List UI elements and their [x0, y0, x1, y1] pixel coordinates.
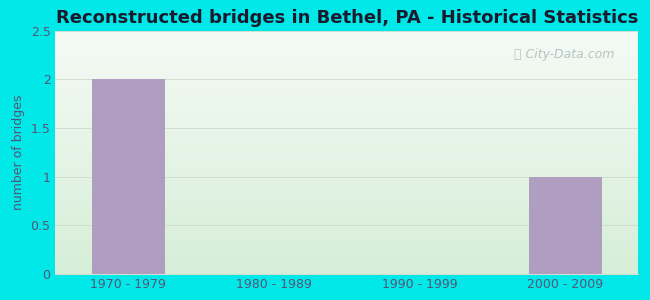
Y-axis label: number of bridges: number of bridges: [12, 94, 25, 210]
Text: ⓘ City-Data.com: ⓘ City-Data.com: [514, 48, 615, 61]
Bar: [528, 176, 601, 274]
Bar: [92, 80, 164, 274]
Title: Reconstructed bridges in Bethel, PA - Historical Statistics: Reconstructed bridges in Bethel, PA - Hi…: [55, 9, 638, 27]
